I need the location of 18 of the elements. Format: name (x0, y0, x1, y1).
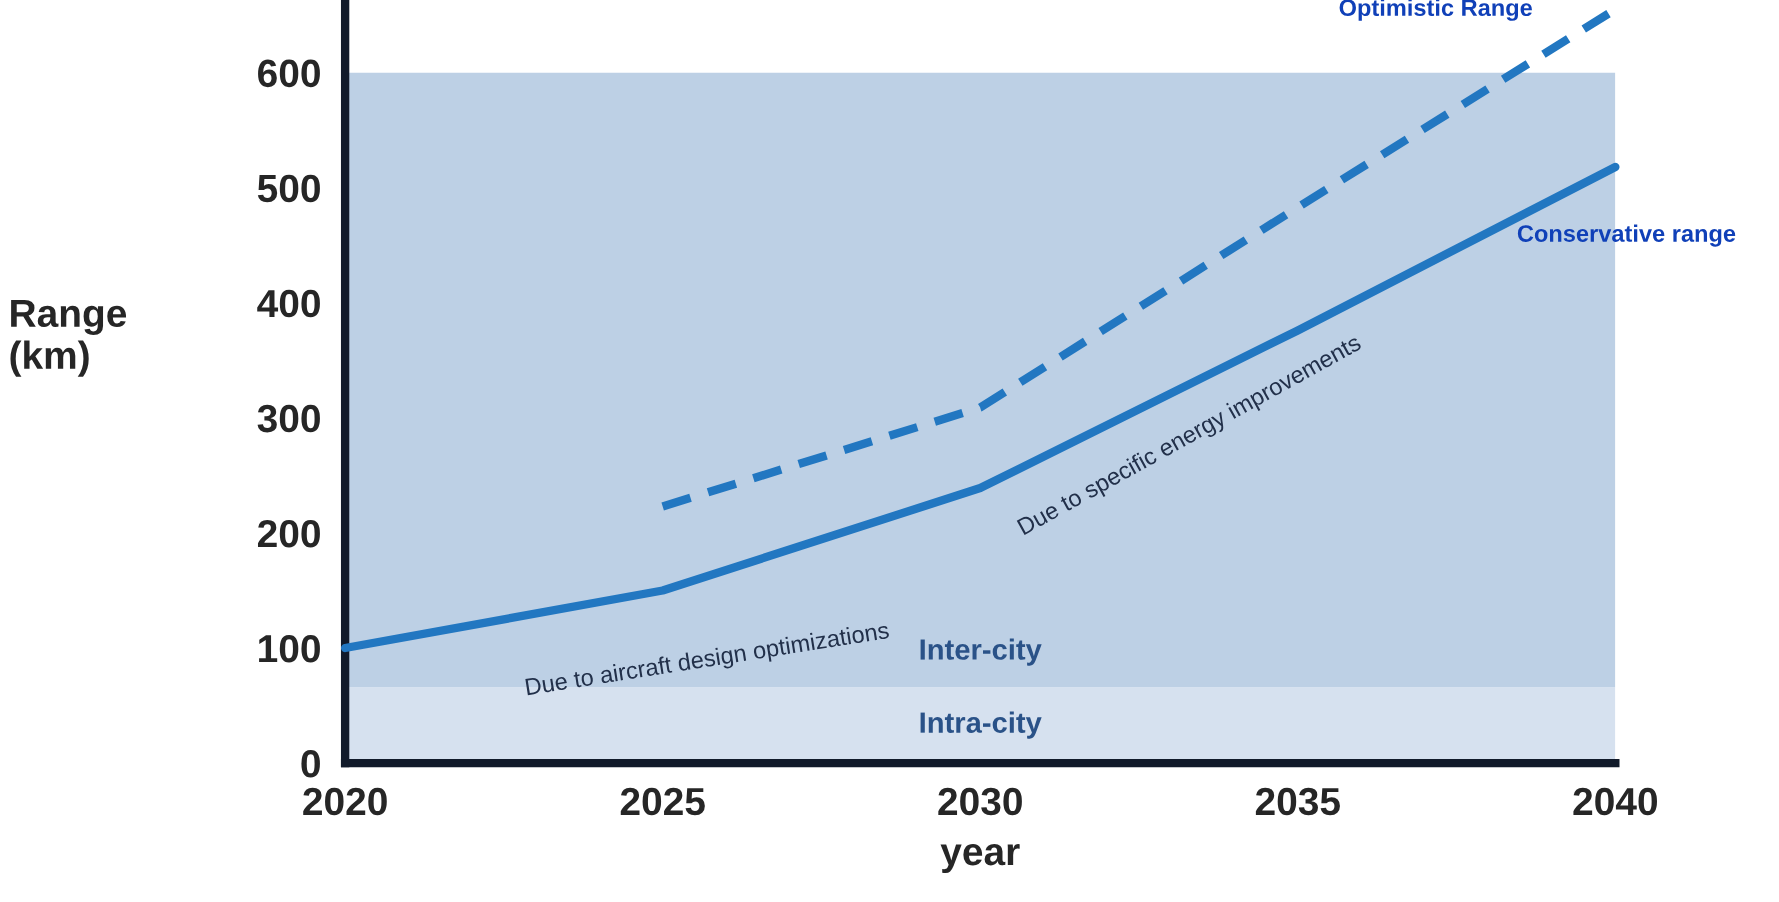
y-tick-label: 200 (257, 519, 320, 548)
y-tick-label: 400 (257, 289, 320, 318)
series-label: Conservative range (1517, 224, 1736, 247)
x-axis-title: year (940, 844, 1020, 874)
x-tick-label: 2030 (938, 787, 1022, 816)
y-tick-label: 500 (257, 174, 320, 203)
annotation: Due to aircraft design optimizations (525, 620, 891, 700)
band-label: Intra-city (920, 711, 1042, 739)
x-tick-label: 2035 (1255, 787, 1340, 816)
x-tick-label: 2025 (620, 787, 705, 816)
y-tick-label: 0 (301, 750, 320, 778)
y-tick-label: 300 (257, 404, 320, 433)
y-tick-label: 600 (258, 59, 320, 88)
band-label: Inter-city (920, 638, 1042, 666)
y-tick-label: 100 (259, 634, 320, 663)
y-axis-title: Range (km) (10, 299, 127, 377)
x-tick-label: 2020 (303, 787, 387, 816)
x-tick-label: 2040 (1573, 787, 1657, 816)
